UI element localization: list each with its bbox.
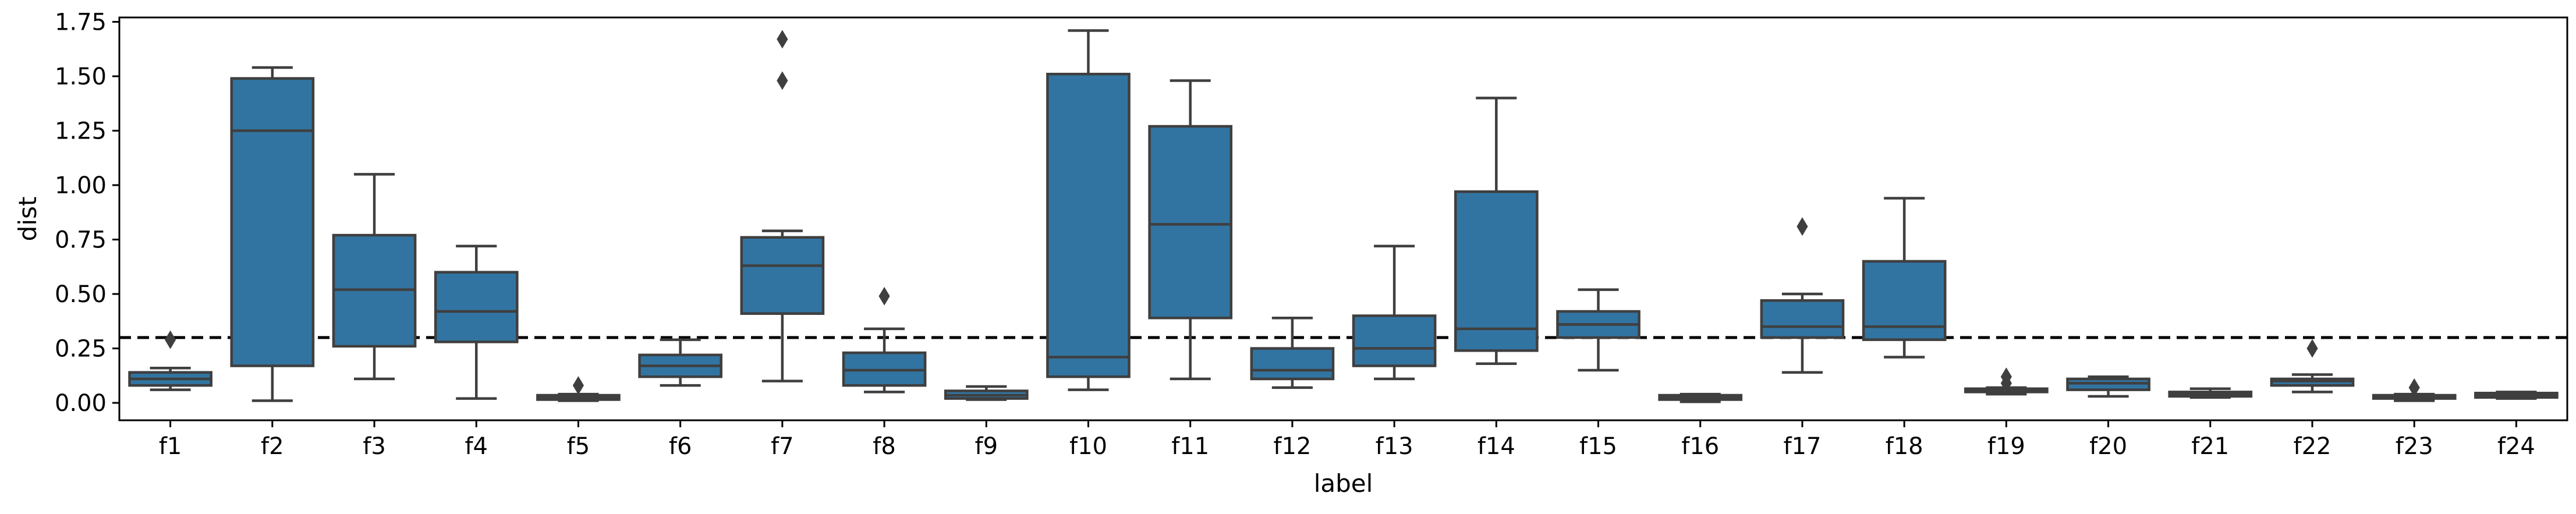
x-tick-label: f2 [261, 433, 284, 460]
y-tick-label: 1.25 [55, 118, 107, 145]
x-tick-label: f9 [975, 433, 998, 460]
box-f24 [2474, 391, 2559, 400]
box-layer [128, 29, 2559, 403]
box-f8 [842, 286, 927, 394]
box-f5 [536, 376, 621, 402]
x-tick-label: f20 [2089, 433, 2127, 460]
outlier-point [2408, 378, 2420, 397]
box-f3 [332, 173, 417, 381]
box-f6 [638, 338, 722, 387]
box-f4 [434, 244, 519, 400]
box-f22 [2270, 339, 2355, 394]
axes-layer: 0.00 0.25 0.50 0.75 1.00 1.25 1.50 1.75 f1 f2 f3 f4… [55, 9, 2568, 460]
box-body [230, 77, 315, 367]
x-tick-label: f23 [2396, 433, 2433, 460]
outlier-point [777, 30, 788, 49]
box-body [1148, 125, 1233, 320]
box-body [434, 271, 519, 343]
x-tick-label: f8 [873, 433, 896, 460]
y-tick-label: 1.75 [55, 9, 107, 36]
box-f16 [1658, 392, 1743, 403]
box-f21 [2168, 387, 2253, 399]
box-body [1454, 190, 1539, 352]
box-f14 [1454, 97, 1539, 365]
x-tick-label: f24 [2497, 433, 2535, 460]
axes-frame [118, 16, 2568, 421]
plot-background [119, 17, 2567, 420]
x-tick-label: f18 [1886, 433, 1923, 460]
x-tick-label: f7 [771, 433, 794, 460]
outlier-point [165, 330, 176, 349]
x-tick-label: f22 [2293, 433, 2331, 460]
box-body [1250, 347, 1335, 381]
x-tick-label: f17 [1783, 433, 1821, 460]
outlier-point [777, 71, 788, 90]
box-f15 [1556, 288, 1640, 372]
y-tick-label: 1.50 [55, 63, 107, 90]
box-f12 [1250, 316, 1335, 389]
x-tick-label: f12 [1273, 433, 1311, 460]
y-tick-label: 0.75 [55, 227, 107, 254]
plot-area [119, 17, 2567, 420]
box-body [1046, 73, 1131, 378]
x-tick-label: f5 [567, 433, 590, 460]
y-tick-label: 0.25 [55, 336, 107, 363]
x-tick-label: f16 [1681, 433, 1719, 460]
y-tick-label: 0.00 [55, 390, 107, 417]
y-tick-label: 1.00 [55, 172, 107, 199]
x-tick-label: f6 [669, 433, 692, 460]
box-f17 [1760, 217, 1845, 374]
box-f18 [1862, 197, 1947, 359]
x-axis-label: label [1314, 469, 1373, 498]
outlier-point [2306, 339, 2318, 358]
x-tick-label: f21 [2191, 433, 2229, 460]
x-tick-label: f11 [1171, 433, 1209, 460]
x-tick-label: f19 [1987, 433, 2025, 460]
box-f10 [1046, 29, 1131, 391]
box-f1 [128, 330, 212, 391]
outlier-point [878, 286, 890, 306]
outlier-point [1797, 217, 1808, 236]
box-f11 [1148, 79, 1233, 381]
x-tick-label: f15 [1579, 433, 1617, 460]
x-tick-label: f13 [1376, 433, 1413, 460]
outlier-point [572, 376, 584, 395]
box-f23 [2372, 378, 2457, 402]
box-f20 [2066, 375, 2150, 398]
y-axis-label: dist [13, 197, 42, 242]
box-f7 [740, 30, 825, 382]
box-f19 [1964, 367, 2049, 396]
box-f9 [944, 385, 1029, 401]
x-tick-label: f1 [159, 433, 182, 460]
box-body [740, 236, 825, 315]
box-f13 [1352, 244, 1437, 381]
y-tick-label: 0.50 [55, 281, 107, 308]
box-f2 [230, 66, 315, 402]
outlier-point [2000, 367, 2012, 387]
x-tick-label: f10 [1069, 433, 1107, 460]
x-tick-label: f4 [465, 433, 488, 460]
x-tick-label: f14 [1477, 433, 1515, 460]
box-body [1760, 299, 1845, 339]
box-body [1352, 314, 1437, 367]
x-tick-label: f3 [363, 433, 386, 460]
